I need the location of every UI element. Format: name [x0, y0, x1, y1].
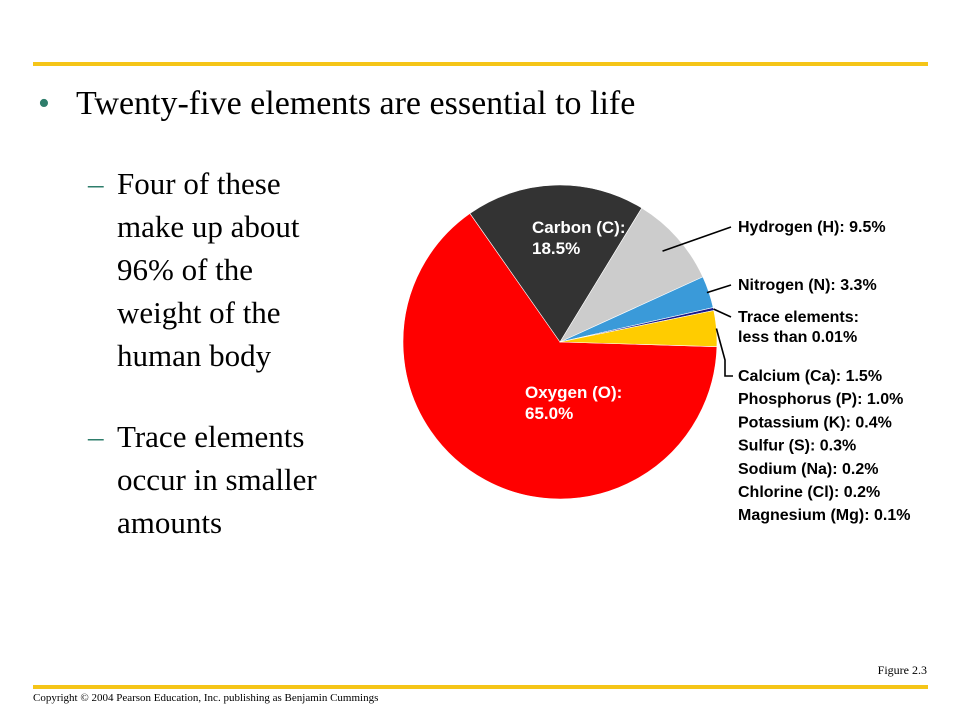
bottom-accent-rule — [33, 685, 928, 689]
data-label-hydrogen: Hydrogen (H): 9.5% — [738, 219, 886, 236]
data-label-oxygen: Oxygen (O): 65.0% — [525, 383, 622, 423]
data-label-carbon: Carbon (C): 18.5% — [532, 218, 625, 258]
top-accent-rule — [33, 62, 928, 66]
leader-line-nitrogen — [706, 284, 732, 294]
leader-line-trace-elements — [713, 308, 732, 318]
leader-line-hydrogen — [662, 226, 732, 252]
sub-point-2-line-3: amounts — [117, 505, 223, 540]
sub-point-1-line-1: Four of these — [117, 166, 281, 201]
sub-point-1-line-2: make up about — [117, 209, 300, 244]
leader-line-minor-elements — [715, 328, 733, 377]
sub-point-2-line-1: Trace elements — [117, 419, 305, 454]
data-label-nitrogen: Nitrogen (N): 3.3% — [738, 277, 877, 294]
pie-slice-carbon-c — [469, 184, 643, 343]
pie-slice-oxygen-o — [402, 212, 718, 500]
data-label-trace-elements: Trace elements: less than 0.01% — [738, 309, 859, 346]
main-bullet: • Twenty-five elements are essential to l… — [38, 82, 635, 126]
dash-glyph: – — [88, 166, 104, 201]
pie-slice-minor-elements — [559, 310, 718, 347]
bullet-glyph: • — [38, 85, 50, 122]
sub-point-1-line-4: weight of the — [117, 295, 281, 330]
figure-label: Figure 2.3 — [877, 663, 927, 677]
data-label-minor-elements: Calcium (Ca): 1.5% Phosphorus (P): 1.0% Po… — [738, 368, 910, 524]
dash-glyph: – — [88, 419, 104, 454]
sub-point-1-line-3: 96% of the — [117, 252, 254, 287]
copyright-text: Copyright © 2004 Pearson Education, Inc.… — [33, 692, 379, 704]
pie-slice-hydrogen-h — [559, 207, 704, 343]
slide-title: Twenty-five elements are essential to li… — [76, 85, 636, 122]
sub-point-1-line-5: human body — [117, 338, 272, 373]
sub-point-2-line-2: occur in smaller — [117, 462, 317, 497]
